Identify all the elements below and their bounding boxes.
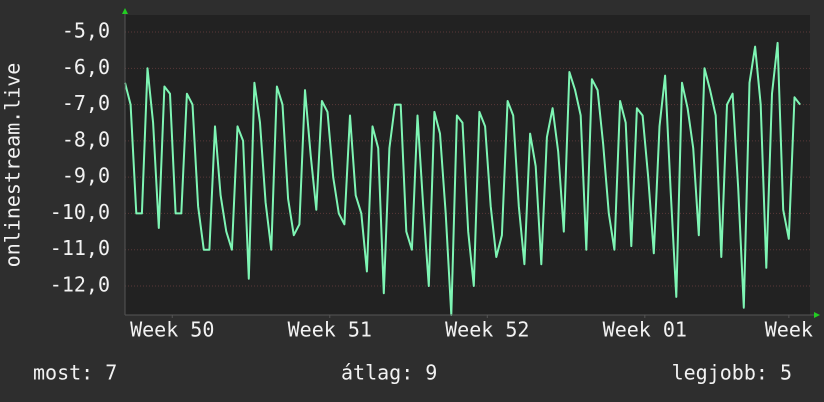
footer-avg: átlag: 9 (341, 361, 437, 385)
y-tick-label: -5,0 (62, 19, 110, 43)
y-tick-label: -9,0 (62, 164, 110, 188)
plot: -5,0 -6,0 -7,0 -8,0 -9,0 -10,0 -11,0 -12,0 Week … (50, 19, 813, 342)
plot-area (125, 15, 810, 315)
y-arrow (122, 8, 128, 14)
footer-now: most: 7 (33, 361, 117, 385)
x-tick-label: Week 01 (603, 318, 687, 342)
x-tick-label: Week 50 (130, 318, 214, 342)
x-arrow (814, 312, 820, 318)
x-tick-label: Week (765, 318, 813, 342)
footer-best: legjobb: 5 (672, 361, 792, 385)
y-tick-label: -11,0 (50, 236, 110, 260)
y-axis-label: onlinestream.live (1, 63, 25, 268)
y-tick-label: -7,0 (62, 91, 110, 115)
y-tick-label: -8,0 (62, 127, 110, 151)
y-tick-label: -12,0 (50, 272, 110, 296)
y-tick-label: -6,0 (62, 55, 110, 79)
y-tick-label: -10,0 (50, 200, 110, 224)
x-tick-label: Week 51 (288, 318, 372, 342)
data-line (124, 41, 801, 316)
x-tick-label: Week 52 (445, 318, 529, 342)
